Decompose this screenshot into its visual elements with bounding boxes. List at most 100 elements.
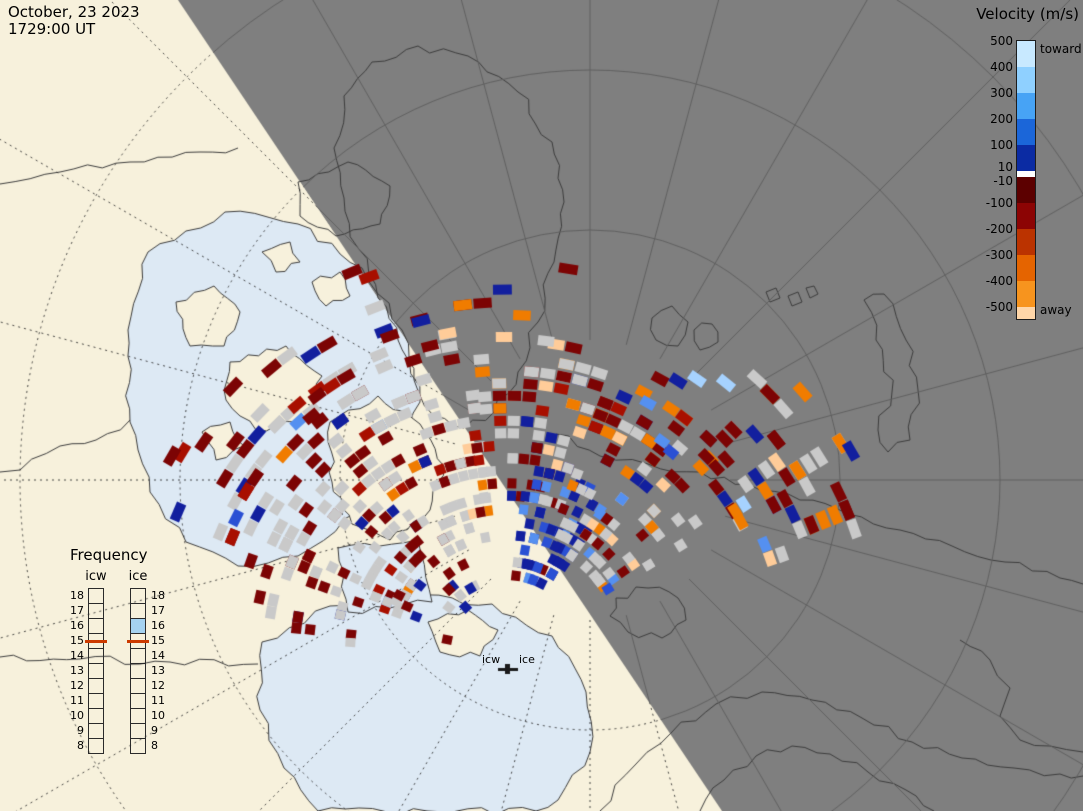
frequency-cell-ice — [130, 618, 146, 634]
frequency-scale-label: 8 — [77, 739, 84, 752]
velocity-tick: 10 — [997, 160, 1013, 174]
away-label: away — [1040, 303, 1072, 317]
frequency-scale-label: 14 — [151, 649, 165, 662]
velocity-tick: 100 — [990, 138, 1013, 152]
velocity-tick: -400 — [985, 274, 1013, 288]
velocity-tick: 200 — [990, 112, 1013, 126]
frequency-bar-ice-label: ice — [128, 569, 148, 584]
frequency-cell-icw — [88, 648, 104, 664]
frequency-cell-icw — [88, 738, 104, 754]
frequency-gap — [104, 663, 130, 679]
frequency-cell-icw — [88, 618, 104, 634]
velocity-colorbar — [1016, 40, 1036, 320]
frequency-cell-icw — [85, 633, 107, 649]
frequency-legend: Frequency icw ice 18 18 17 17 16 16 15 15 14 14 13… — [58, 546, 238, 754]
frequency-gap — [104, 738, 130, 754]
frequency-row: 10 10 — [66, 708, 238, 724]
frequency-cell-icw — [88, 678, 104, 694]
frequency-legend-title: Frequency — [70, 546, 148, 564]
frequency-cell-ice — [130, 738, 146, 754]
frequency-row: 15 15 — [66, 633, 238, 649]
frequency-row: 14 14 — [66, 648, 238, 664]
timestamp: October, 23 2023 1729:00 UT — [8, 4, 140, 38]
velocity-legend: Velocity (m/s) 500 400 300 200 100 10 -10 -100 -… — [958, 0, 1083, 345]
frequency-gap — [104, 648, 130, 664]
frequency-scale-label: 8 — [151, 739, 158, 752]
frequency-row: 13 13 — [66, 663, 238, 679]
timestamp-date: October, 23 2023 — [8, 3, 140, 21]
frequency-scale-label: 12 — [151, 679, 165, 692]
velocity-colorbar-segment — [1017, 203, 1035, 229]
frequency-scale-label: 10 — [70, 709, 84, 722]
frequency-scale-label: 12 — [70, 679, 84, 692]
frequency-scale-label: 13 — [70, 664, 84, 677]
frequency-gap — [104, 603, 130, 619]
frequency-row: 11 11 — [66, 693, 238, 709]
frequency-scale-label: 18 — [70, 589, 84, 602]
frequency-gap — [104, 588, 130, 604]
velocity-tick: 400 — [990, 60, 1013, 74]
frequency-cell-icw — [88, 663, 104, 679]
frequency-cell-ice — [130, 723, 146, 739]
frequency-row: 16 16 — [66, 618, 238, 634]
frequency-grid: 18 18 17 17 16 16 15 15 14 14 13 13 12 12 11 11 10 10 9 9 8 8 — [66, 588, 238, 754]
velocity-colorbar-segment — [1017, 145, 1035, 171]
frequency-scale-label: 11 — [70, 694, 84, 707]
frequency-marker — [127, 640, 149, 643]
frequency-cell-icw — [88, 708, 104, 724]
velocity-tick: -200 — [985, 222, 1013, 236]
frequency-cell-ice — [130, 663, 146, 679]
frequency-headers: icw ice — [58, 564, 238, 588]
velocity-tick: 500 — [990, 34, 1013, 48]
frequency-gap — [104, 618, 130, 634]
frequency-row: 17 17 — [66, 603, 238, 619]
frequency-cell-ice — [130, 678, 146, 694]
velocity-tick: -10 — [993, 174, 1013, 188]
frequency-cell-icw — [88, 723, 104, 739]
velocity-tick: -100 — [985, 196, 1013, 210]
frequency-bar-icw-label: icw — [85, 569, 107, 584]
velocity-colorbar-segment — [1017, 67, 1035, 93]
frequency-cell-icw — [88, 693, 104, 709]
frequency-cell-ice — [130, 708, 146, 724]
velocity-colorbar-segment — [1017, 177, 1035, 203]
frequency-scale-label: 15 — [151, 634, 165, 647]
frequency-cell-icw — [88, 588, 104, 604]
velocity-colorbar-segment — [1017, 41, 1035, 67]
velocity-colorbar-segment — [1017, 119, 1035, 145]
frequency-scale-label: 16 — [151, 619, 165, 632]
frequency-cell-ice — [130, 603, 146, 619]
velocity-colorbar-segment — [1017, 307, 1035, 319]
frequency-scale-label: 16 — [70, 619, 84, 632]
frequency-scale-label: 11 — [151, 694, 165, 707]
frequency-gap — [104, 708, 130, 724]
velocity-tick: -300 — [985, 248, 1013, 262]
frequency-cell-icw — [88, 603, 104, 619]
frequency-scale-label: 17 — [70, 604, 84, 617]
frequency-scale-label: 9 — [151, 724, 158, 737]
frequency-cell-ice — [130, 588, 146, 604]
velocity-colorbar-segment — [1017, 171, 1035, 177]
radar-site-label-icw: icw — [482, 653, 501, 666]
toward-label: toward — [1040, 42, 1082, 56]
frequency-scale-label: 14 — [70, 649, 84, 662]
frequency-gap — [104, 723, 130, 739]
frequency-cell-ice — [130, 693, 146, 709]
frequency-row: 18 18 — [66, 588, 238, 604]
frequency-gap — [104, 693, 130, 709]
frequency-row: 12 12 — [66, 678, 238, 694]
frequency-scale-label: 10 — [151, 709, 165, 722]
velocity-colorbar-segment — [1017, 229, 1035, 255]
timestamp-time: 1729:00 UT — [8, 20, 96, 38]
frequency-marker — [85, 640, 107, 643]
velocity-colorbar-segment — [1017, 93, 1035, 119]
velocity-tick: 300 — [990, 86, 1013, 100]
frequency-cell-ice — [130, 648, 146, 664]
radar-site-label-ice: ice — [519, 653, 535, 666]
frequency-cell-ice — [127, 633, 149, 649]
frequency-gap — [104, 678, 130, 694]
velocity-colorbar-segment — [1017, 255, 1035, 281]
